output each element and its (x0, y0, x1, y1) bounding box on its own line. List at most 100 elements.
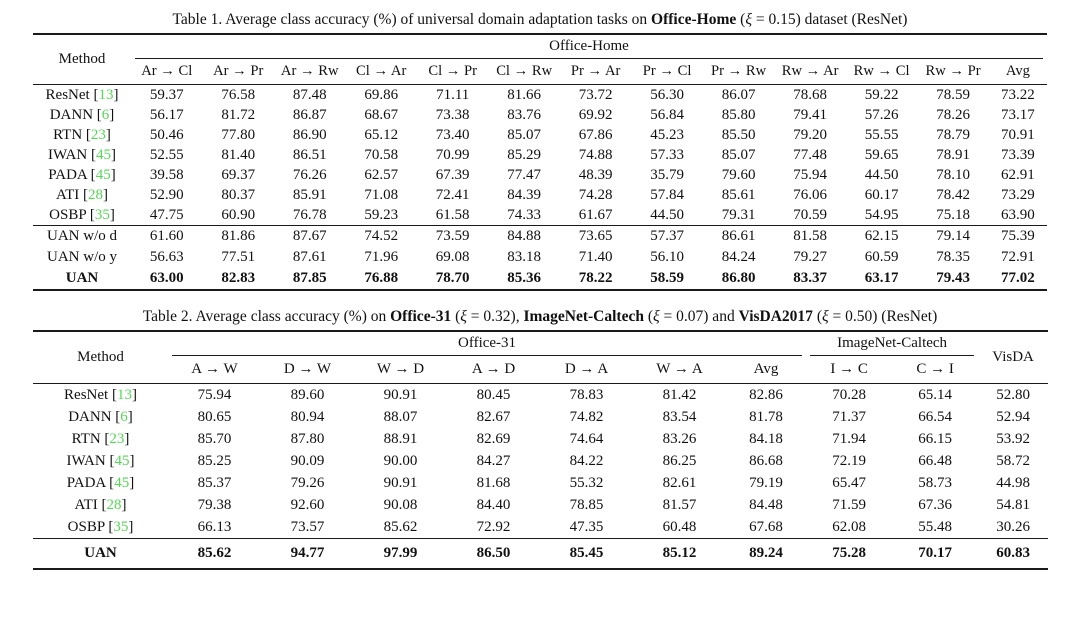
value-cell: 86.07 (721, 86, 756, 103)
value-cell: 83.37 (793, 270, 827, 286)
value-cell: 89.60 (290, 386, 325, 403)
value-cell: 52.55 (149, 146, 184, 163)
results-table-office-home: Method Office-Home Ar → Cl Ar → Pr Ar → Rw Cl… (33, 33, 1047, 291)
header-columns-row: Ar → Cl Ar → Pr Ar → Rw Cl → Ar Cl → Pr Cl → … (33, 60, 1047, 85)
value-cell: 60.59 (864, 249, 899, 265)
value-cell: 77.48 (793, 146, 827, 163)
citation-ref: 45 (95, 166, 111, 183)
value-cell: 39.58 (149, 166, 184, 183)
value-cell: 87.80 (290, 430, 325, 447)
value-cell: 75.94 (197, 386, 232, 403)
value-cell: 71.40 (578, 249, 613, 265)
value-cell: 86.51 (292, 146, 327, 163)
value-cell: 79.26 (290, 474, 325, 491)
value-cell: 56.17 (149, 106, 184, 123)
value-cell: 80.37 (221, 186, 256, 203)
method-header: Method (77, 349, 124, 365)
method-cell: UAN w/o d (47, 228, 117, 244)
value-cell: 59.65 (864, 146, 899, 163)
value-cell: 56.63 (149, 249, 184, 265)
caption-segment: Office-31 (390, 308, 452, 325)
caption-segment: = 0.15) dataset (ResNet) (751, 11, 908, 28)
value-cell: 61.58 (435, 206, 470, 223)
value-cell: 81.58 (793, 228, 827, 244)
value-cell: 84.22 (569, 452, 604, 469)
value-cell: 79.27 (793, 249, 827, 265)
caption-segment: = 0.07) and (659, 308, 739, 325)
table-row: UAN w/o y 56.63 77.51 87.61 71.96 69.08 83.18 7… (33, 247, 1047, 268)
column-header: Ar → Cl (141, 63, 193, 79)
method-cell: ResNet [13] (64, 386, 137, 403)
value-cell: 79.60 (721, 166, 756, 183)
results-table-office31-imagenet-visda: Method Office-31 ImageNet-Caltech VisDA A → … (33, 330, 1049, 570)
value-cell: 66.15 (918, 430, 952, 447)
value-cell: 73.39 (1001, 146, 1035, 163)
value-cell: 67.68 (749, 518, 783, 535)
value-cell: 79.31 (721, 206, 756, 223)
value-cell: 66.48 (918, 452, 952, 469)
value-cell: 83.26 (662, 430, 697, 447)
table-row: ATI [28] 52.90 80.37 85.91 71.08 72.41 84.39 74… (33, 185, 1047, 205)
method-cell: OSBP [35] (49, 206, 115, 223)
value-cell: 53.92 (996, 430, 1030, 447)
value-cell: 85.80 (721, 106, 756, 123)
column-header: D → W (283, 361, 332, 377)
value-cell: 81.68 (476, 474, 511, 491)
table-row: OSBP [35] 66.13 73.57 85.62 72.92 47.35 60.48 6… (33, 516, 1048, 539)
value-cell: 86.90 (292, 126, 327, 143)
caption-segment: Office-Home (651, 11, 737, 28)
table-row: RTN [23] 85.70 87.80 88.91 82.69 74.64 83.26 84… (33, 428, 1048, 450)
value-cell: 56.30 (650, 86, 684, 103)
value-cell: 63.17 (864, 270, 899, 286)
table-row: UAN 63.00 82.83 87.85 76.88 78.70 85.36 78.22 58… (33, 268, 1047, 290)
value-cell: 81.86 (221, 228, 256, 244)
value-cell: 97.99 (383, 545, 418, 561)
value-cell: 62.08 (832, 518, 866, 535)
value-cell: 89.24 (749, 545, 783, 561)
value-cell: 63.90 (1001, 206, 1035, 223)
column-header: I → C (830, 361, 868, 377)
caption-segment: ξ (745, 11, 752, 28)
value-cell: 87.67 (292, 228, 327, 244)
table-section: ResNet [13] 75.94 89.60 90.91 80.45 78.83 81.4… (33, 384, 1048, 539)
table-row: IWAN [45] 85.25 90.09 90.00 84.27 84.22 86.25 8… (33, 450, 1048, 472)
value-cell: 74.28 (578, 186, 613, 203)
method-cell: IWAN [45] (66, 452, 135, 469)
value-cell: 60.83 (996, 545, 1030, 561)
caption-segment: Table 1. Average class accuracy (%) of u… (172, 11, 652, 28)
column-header: W → A (656, 361, 703, 377)
value-cell: 69.86 (364, 86, 399, 103)
table-row: ResNet [13] 75.94 89.60 90.91 80.45 78.83 81.4… (33, 384, 1048, 407)
table-header: Method Office-Home Ar → Cl Ar → Pr Ar → Rw Cl… (33, 34, 1047, 85)
citation-ref: 35 (94, 206, 110, 223)
caption-segment: ξ (460, 308, 467, 325)
value-cell: 81.66 (507, 86, 542, 103)
value-cell: 83.18 (507, 249, 542, 265)
column-header: Pr → Ar (570, 63, 621, 79)
method-cell: RTN [23] (71, 430, 130, 447)
value-cell: 30.26 (996, 518, 1030, 535)
column-header: Pr → Cl (642, 63, 692, 79)
value-cell: 85.25 (197, 452, 232, 469)
value-cell: 75.18 (936, 206, 970, 223)
value-cell: 54.81 (996, 496, 1030, 513)
value-cell: 57.33 (650, 146, 684, 163)
value-cell: 82.83 (221, 270, 256, 286)
value-cell: 75.94 (793, 166, 827, 183)
value-cell: 70.99 (435, 146, 470, 163)
value-cell: 73.40 (435, 126, 470, 143)
value-cell: 78.70 (435, 270, 470, 286)
value-cell: 78.83 (569, 386, 604, 403)
table-row: ATI [28] 79.38 92.60 90.08 84.40 78.85 81.57 84… (33, 494, 1048, 516)
caption-segment: ( (812, 308, 822, 325)
caption-segment: Table 2. Average class accuracy (%) on (142, 308, 391, 325)
group-header: Office-Home (131, 34, 1047, 60)
method-cell: DANN [6] (68, 408, 133, 425)
value-cell: 61.67 (578, 206, 613, 223)
value-cell: 88.91 (383, 430, 418, 447)
value-cell: 90.91 (383, 386, 418, 403)
value-cell: 74.88 (578, 146, 613, 163)
table-row: DANN [6] 56.17 81.72 86.87 68.67 73.38 83.76 69… (33, 105, 1047, 125)
value-cell: 58.59 (650, 270, 684, 286)
table-section: UAN 85.62 94.77 97.99 86.50 85.45 85.12 89.24 75… (33, 538, 1049, 570)
